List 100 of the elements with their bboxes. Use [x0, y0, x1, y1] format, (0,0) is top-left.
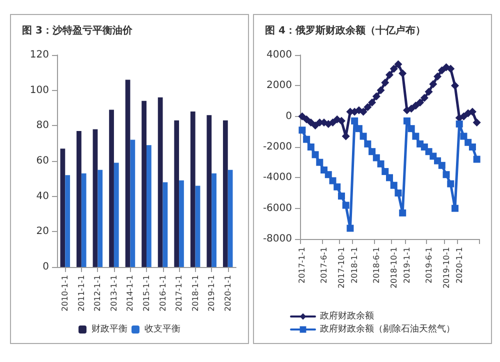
y-tick-label: -4000 [262, 172, 292, 184]
point [342, 202, 350, 209]
point [372, 92, 380, 100]
x-tick-label: 2017-6-1 [320, 247, 329, 284]
point [328, 118, 337, 126]
chart-title: 图 4：俄罗斯财政余额（十亿卢布） [265, 24, 426, 36]
point [438, 66, 446, 74]
chart-title: 图 3：沙特盈亏平衡油价 [22, 24, 134, 36]
point [403, 117, 410, 124]
point [429, 80, 438, 88]
point [390, 182, 398, 189]
point [412, 132, 420, 140]
bar [146, 145, 152, 267]
bar [65, 175, 70, 267]
bar [81, 173, 86, 267]
bar [206, 115, 212, 267]
point [329, 177, 336, 184]
point [408, 125, 415, 132]
point [368, 148, 376, 156]
point [364, 103, 372, 112]
x-tick-label: 2018-1-1 [350, 247, 360, 284]
point [359, 108, 368, 116]
x-tick-label: 2017-10-1 [336, 247, 346, 288]
point [473, 156, 480, 163]
x-tick-label: 2013-1-1 [109, 275, 118, 312]
point [381, 78, 390, 87]
point [472, 118, 481, 126]
bar [76, 130, 82, 267]
point [386, 70, 394, 79]
point [364, 140, 372, 148]
y-tick-label: 0 [42, 262, 49, 272]
point [442, 171, 450, 178]
point [303, 136, 310, 143]
point [416, 98, 424, 107]
bar [92, 129, 98, 267]
point [412, 102, 420, 110]
bar [114, 162, 119, 267]
x-tick-label: 2017-1-1 [298, 247, 307, 284]
y-tick-label: -6000 [262, 202, 292, 214]
x-tick-label: 2017-1-1 [174, 275, 184, 312]
point [446, 64, 455, 73]
point [298, 112, 306, 120]
y-tick-label: 2000 [266, 80, 292, 92]
bar [190, 112, 196, 267]
y-tick-label: 0 [286, 110, 292, 122]
point [346, 224, 354, 232]
point [368, 98, 376, 107]
point [424, 88, 433, 96]
x-tick-label: 2016-1-1 [158, 275, 168, 312]
x-tick-label: 2019-10-1 [442, 247, 451, 288]
point [312, 151, 319, 158]
point [334, 183, 341, 190]
legend-label: 收支平衡 [144, 324, 180, 334]
point [377, 160, 384, 168]
bar [162, 182, 168, 267]
x-tick-label: 2019-1-1 [207, 275, 216, 312]
bar [60, 148, 66, 267]
point [316, 158, 324, 166]
x-tick-label: 2018-6-1 [372, 247, 381, 284]
point [450, 82, 459, 90]
point [456, 120, 463, 128]
bar [195, 186, 200, 267]
point [390, 64, 398, 73]
x-tick-label: 2020-1-1 [223, 275, 232, 312]
point [298, 126, 306, 134]
point [382, 168, 389, 176]
point [394, 190, 402, 196]
x-tick-label: 2020-1-1 [454, 247, 464, 284]
bar [174, 120, 180, 267]
bar [125, 80, 130, 267]
y-tick-label: 20 [36, 226, 49, 238]
y-tick-label: -8000 [262, 234, 292, 244]
bar [158, 97, 163, 267]
point [451, 204, 458, 212]
x-tick-label: 2018-1-1 [190, 275, 200, 312]
point [407, 104, 416, 113]
point [376, 86, 385, 94]
bar [179, 180, 184, 267]
bar [98, 170, 103, 267]
x-tick-label: 2010-1-1 [60, 275, 70, 312]
point [468, 144, 476, 150]
point [398, 69, 407, 78]
y-tick-label: 4000 [266, 50, 292, 60]
point [306, 118, 315, 126]
point [434, 72, 442, 80]
x-tick-label: 2018-10-1 [389, 247, 398, 288]
y-tick-label: 100 [30, 84, 49, 96]
point [447, 180, 454, 188]
y-tick-label: 40 [36, 190, 49, 202]
point [372, 154, 380, 162]
legend-label: 政府财政余额（剔除石油天然气） [320, 324, 455, 334]
bar [228, 170, 233, 267]
bar [109, 110, 114, 267]
point [324, 171, 332, 178]
legend-label: 政府财政余额 [320, 310, 374, 322]
point [460, 112, 468, 120]
y-tick-label: 60 [36, 156, 49, 166]
point [360, 132, 367, 140]
x-tick-label: 2014-1-1 [126, 275, 135, 312]
point [307, 144, 314, 150]
